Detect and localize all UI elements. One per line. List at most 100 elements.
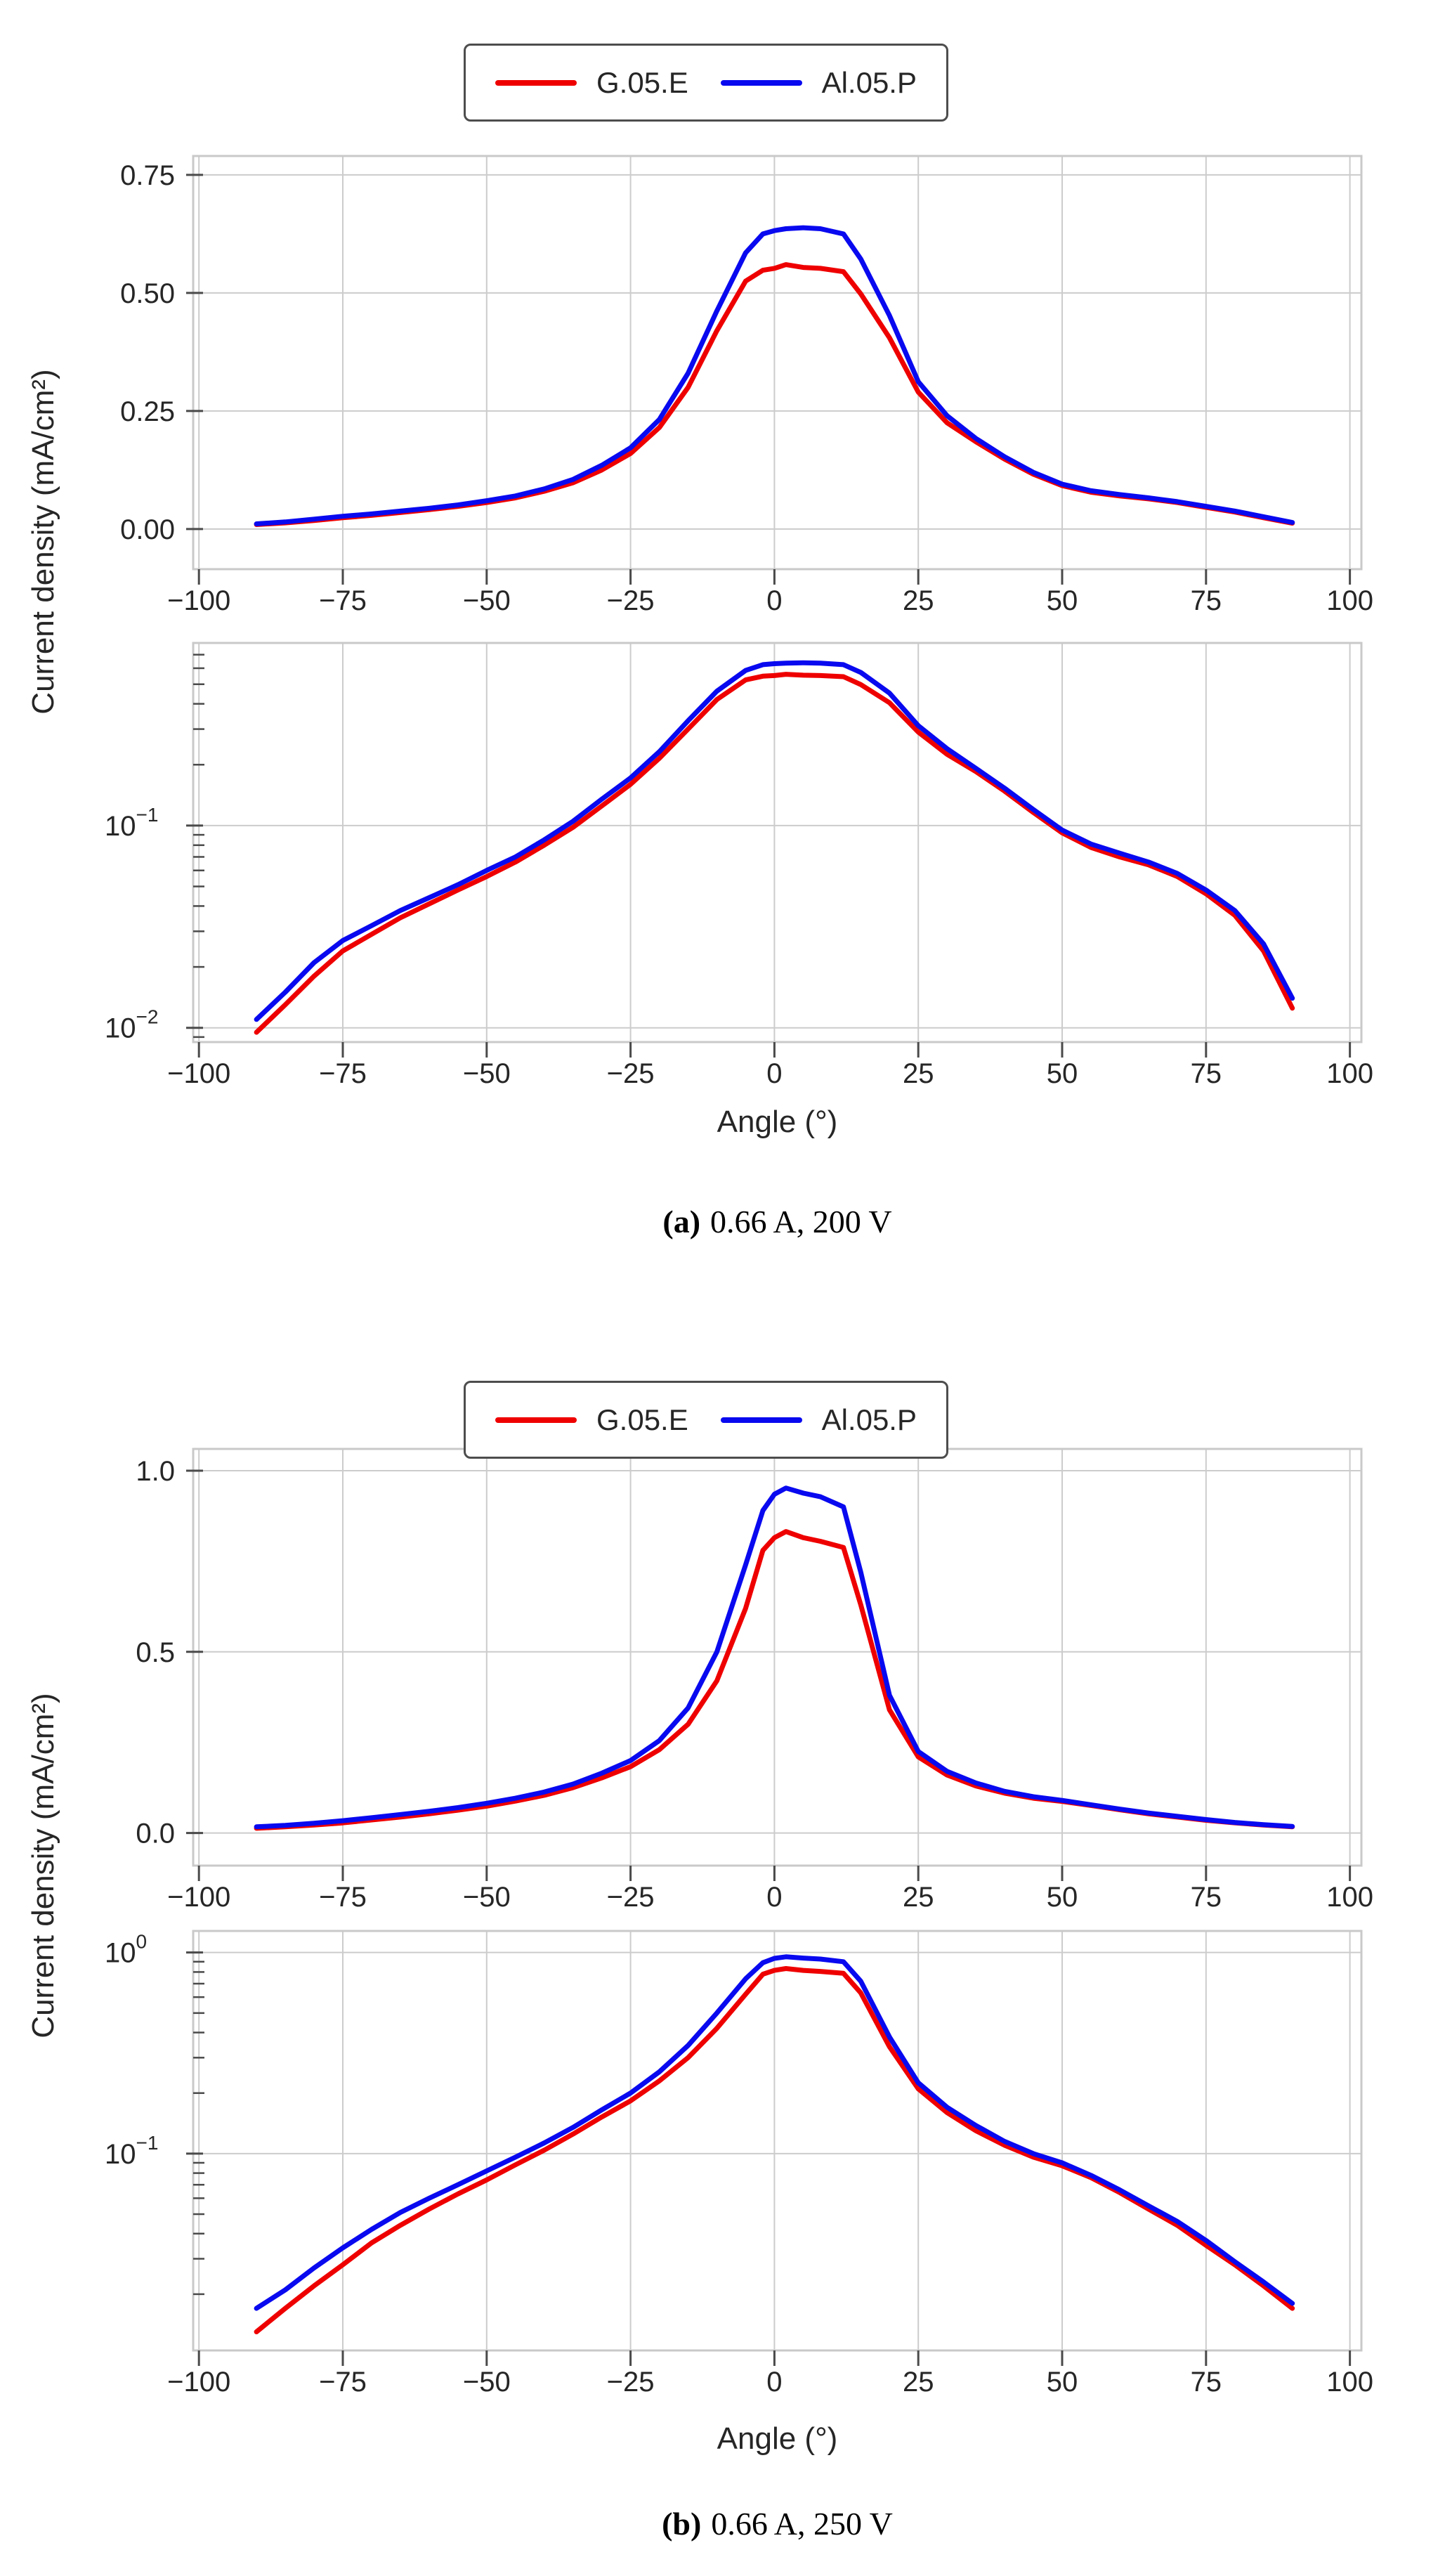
y-axis-label-b: Current density (mA/cm²): [26, 1693, 60, 2038]
y-tick-labels: 10−1 10−2: [105, 804, 158, 1044]
svg-text:10−1: 10−1: [105, 804, 158, 842]
svg-text:0: 0: [766, 2367, 782, 2398]
svg-text:75: 75: [1191, 2367, 1222, 2398]
legend-item-g05e: G.05.E: [495, 1403, 688, 1437]
svg-text:75: 75: [1191, 585, 1222, 616]
svg-text:25: 25: [903, 1882, 934, 1913]
svg-text:50: 50: [1047, 2367, 1078, 2398]
svg-text:25: 25: [903, 2367, 934, 2398]
svg-text:50: 50: [1047, 1882, 1078, 1913]
svg-text:−25: −25: [607, 2367, 655, 2398]
svg-text:25: 25: [903, 585, 934, 616]
svg-text:0: 0: [766, 1882, 782, 1913]
legend-label-g05e: G.05.E: [596, 1403, 688, 1436]
y-tick-labels: 100 10−1: [105, 1931, 158, 2170]
svg-text:−50: −50: [463, 585, 511, 616]
tick-marks: [186, 653, 1352, 1058]
svg-text:−50: −50: [463, 1882, 511, 1913]
plot-frame: [192, 155, 1363, 571]
svg-text:−75: −75: [319, 585, 367, 616]
svg-text:10−1: 10−1: [105, 2132, 158, 2170]
svg-text:−25: −25: [607, 1882, 655, 1913]
caption-b-text: 0.66 A, 250 V: [711, 2506, 893, 2542]
svg-text:−100: −100: [167, 1058, 230, 1089]
svg-text:0.75: 0.75: [120, 160, 175, 191]
svg-text:25: 25: [903, 1058, 934, 1089]
svg-text:0.0: 0.0: [136, 1819, 175, 1849]
legend-line-red: [495, 1417, 577, 1423]
svg-text:50: 50: [1047, 1058, 1078, 1089]
caption-b-prefix: (b): [662, 2506, 702, 2542]
svg-text:−75: −75: [319, 1058, 367, 1089]
caption-a-prefix: (a): [662, 1204, 701, 1240]
svg-text:0.50: 0.50: [120, 278, 175, 309]
svg-text:−25: −25: [607, 1058, 655, 1089]
svg-text:−50: −50: [463, 2367, 511, 2398]
legend-label-g05e: G.05.E: [596, 65, 688, 99]
svg-text:1.0: 1.0: [136, 1456, 175, 1487]
legend-label-al05p: Al.05.P: [821, 65, 917, 99]
legend-line-blue: [720, 1417, 802, 1423]
tick-marks: [186, 1469, 1352, 1881]
plot-frame: [192, 1930, 1363, 2352]
caption-a-text: 0.66 A, 200 V: [710, 1204, 892, 1240]
x-tick-labels: −100 −75 −50 −25 0 25 50 75 100: [167, 1882, 1373, 1913]
svg-text:100: 100: [1326, 1058, 1373, 1089]
svg-text:100: 100: [1326, 2367, 1373, 2398]
legend-a: G.05.E Al.05.P: [464, 44, 948, 122]
caption-a: (a) 0.66 A, 200 V: [193, 1203, 1361, 1240]
curve-Al.05.P: [254, 660, 1295, 1022]
x-tick-labels: −100 −75 −50 −25 0 25 50 75 100: [167, 1058, 1373, 1089]
svg-text:75: 75: [1191, 1058, 1222, 1089]
svg-text:−75: −75: [319, 2367, 367, 2398]
svg-text:−100: −100: [167, 2367, 230, 2398]
chart-b-linear: −100 −75 −50 −25 0 25 50 75 100 0.0 0.5 1.0: [136, 1448, 1373, 1913]
x-tick-labels: −100 −75 −50 −25 0 25 50 75 100: [167, 585, 1373, 616]
x-tick-labels: −100 −75 −50 −25 0 25 50 75 100: [167, 2367, 1373, 2398]
legend-line-red: [495, 79, 577, 86]
plot-frame: [192, 1448, 1363, 1867]
x-axis-label-b: Angle (°): [717, 2421, 838, 2456]
svg-text:−100: −100: [167, 1882, 230, 1913]
y-axis-label-a: Current density (mA/cm²): [26, 369, 60, 715]
svg-text:−25: −25: [607, 585, 655, 616]
legend-b: G.05.E Al.05.P: [464, 1381, 948, 1459]
plot-frame: [192, 642, 1363, 1043]
caption-b: (b) 0.66 A, 250 V: [193, 2505, 1361, 2542]
svg-text:0: 0: [766, 1058, 782, 1089]
legend-label-al05p: Al.05.P: [821, 1403, 917, 1436]
chart-b-log: −100 −75 −50 −25 0 25 50 75 100 100 10−1: [105, 1930, 1373, 2398]
x-axis-label-a: Angle (°): [717, 1105, 838, 1139]
svg-text:10−2: 10−2: [105, 1006, 158, 1044]
gridlines: [193, 643, 1361, 1042]
svg-text:0.5: 0.5: [136, 1637, 175, 1668]
tick-marks: [186, 174, 1352, 585]
legend-item-al05p: Al.05.P: [720, 1403, 917, 1437]
gridlines: [193, 1449, 1361, 1866]
chart-a-log: −100 −75 −50 −25 0 25 50 75 100 10−1 10−2: [105, 642, 1373, 1089]
legend-line-blue: [720, 79, 802, 86]
curve-Al.05.P: [254, 1485, 1295, 1830]
curve-Al.05.P: [254, 1954, 1295, 2311]
gridlines: [193, 156, 1361, 569]
y-tick-labels: 0.0 0.5 1.0: [136, 1456, 175, 1849]
svg-text:50: 50: [1047, 585, 1078, 616]
svg-text:0.25: 0.25: [120, 396, 175, 427]
svg-text:100: 100: [1326, 585, 1373, 616]
chart-a-linear: −100 −75 −50 −25 0 25 50 75 100 0.00 0.25 0.50 0.75: [120, 155, 1373, 616]
svg-text:100: 100: [105, 1931, 147, 1969]
gridlines: [193, 1931, 1361, 2350]
curve-G.05.E: [254, 672, 1295, 1035]
legend-item-g05e: G.05.E: [495, 66, 688, 100]
tick-marks: [186, 1951, 1352, 2366]
svg-text:−75: −75: [319, 1882, 367, 1913]
curve-Al.05.P: [254, 225, 1295, 526]
svg-text:75: 75: [1191, 1882, 1222, 1913]
svg-text:0.00: 0.00: [120, 514, 175, 545]
y-tick-labels: 0.00 0.25 0.50 0.75: [120, 160, 175, 545]
legend-item-al05p: Al.05.P: [720, 65, 917, 100]
svg-text:0: 0: [766, 585, 782, 616]
svg-text:100: 100: [1326, 1882, 1373, 1913]
